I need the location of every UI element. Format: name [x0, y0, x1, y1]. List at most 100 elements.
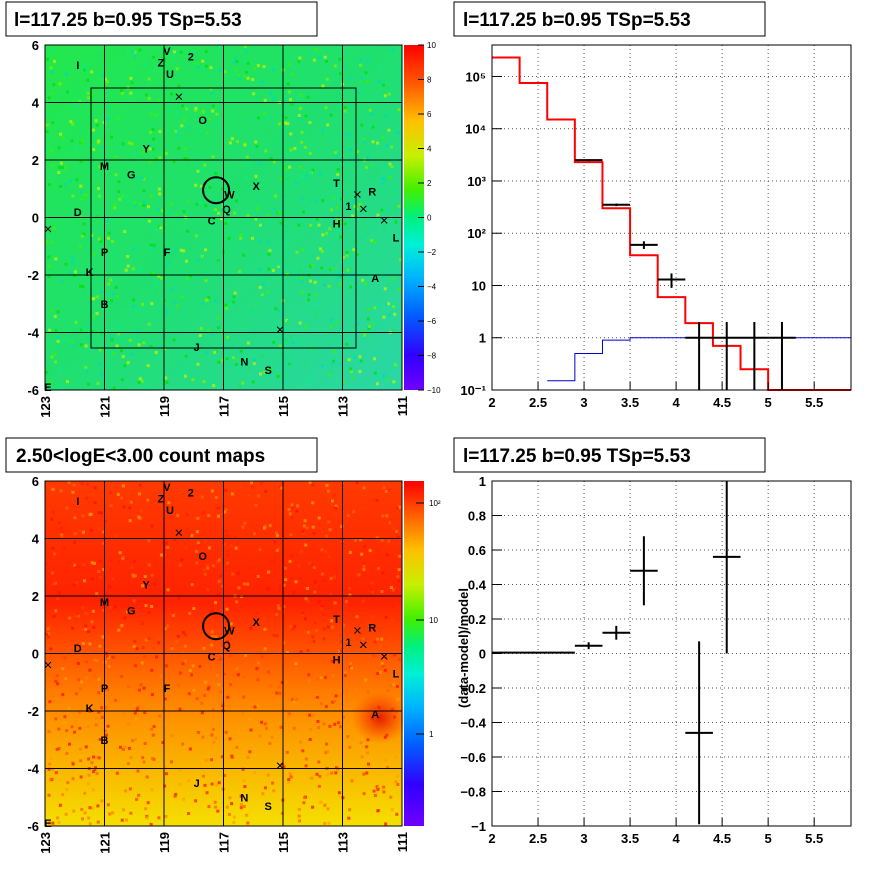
tl-map-pixel: [71, 261, 75, 265]
tl-map-pixel: [96, 53, 99, 57]
tl-map-pixel: [238, 76, 242, 80]
tl-map-pixel: [348, 267, 352, 271]
bl-map-pixel: [290, 698, 294, 701]
tl-map-pixel: [284, 116, 288, 120]
bl-map-pixel: [292, 726, 296, 730]
tl-x-tick-label: 119: [157, 396, 172, 417]
bl-map-pixel: [277, 685, 281, 689]
tl-map-pixel: [366, 317, 370, 321]
tl-map-pixel: [170, 211, 174, 215]
bl-map-pixel: [56, 682, 60, 686]
bl-y-tick-label: -2: [27, 704, 39, 719]
tl-map-pixel: [317, 223, 321, 227]
tl-map-pixel: [336, 168, 340, 171]
tl-map-pixel: [169, 287, 173, 291]
bl-map-pixel: [83, 791, 87, 795]
tl-map-pixel: [393, 312, 397, 316]
residual-y-tick-label: 1: [479, 474, 486, 489]
tl-map-pixel: [114, 285, 118, 289]
tl-map-pixel: [381, 83, 385, 87]
tl-map-pixel: [298, 56, 302, 60]
bl-x-tick-label: 115: [276, 832, 291, 853]
tl-map-pixel: [225, 357, 229, 361]
tl-map-pixel: [131, 304, 135, 308]
bl-map-pixel: [73, 532, 77, 536]
tl-map-pixel: [306, 95, 310, 99]
tl-map-pixel: [198, 334, 202, 337]
residual-plot: 2 2.5 3 3.5 4 4.5 5 5.510.80.60.40.20−0.2−0.4−0…: [460, 474, 852, 846]
bl-map-pixel: [66, 781, 70, 785]
bl-map-pixel: [225, 805, 229, 809]
tl-map-pixel: [144, 80, 148, 84]
tl-source-I: I: [76, 60, 79, 72]
tl-map-pixel: [316, 256, 320, 260]
bl-map-pixel: [64, 812, 68, 816]
residual-y-tick-label: −0.4: [460, 716, 486, 731]
tl-x-tick-label: 123: [38, 396, 53, 418]
bl-map-pixel: [127, 685, 131, 688]
tl-map-pixel: [230, 233, 234, 237]
tl-map-pixel: [137, 381, 141, 384]
tl-map-pixel: [185, 157, 189, 161]
tl-map-pixel: [217, 260, 221, 264]
bl-map-pixel: [371, 615, 375, 618]
br-title: l=117.25 b=0.95 TSp=5.53: [463, 446, 691, 467]
bl-map-pixel: [210, 608, 214, 612]
tl-map-pixel: [258, 161, 262, 165]
tl-map-pixel: [109, 335, 113, 339]
bl-map-pixel: [284, 578, 288, 582]
bl-y-tick-label: 2: [32, 589, 39, 604]
tl-map-pixel: [128, 200, 132, 203]
tl-map-pixel: [133, 201, 137, 205]
tl-map-pixel: [92, 252, 96, 256]
bl-map-pixel: [367, 765, 371, 769]
bl-map-pixel: [200, 701, 204, 705]
bl-map-pixel: [224, 730, 228, 734]
tl-zscale-label: 10: [427, 41, 436, 50]
bl-map-pixel: [67, 481, 71, 484]
tl-map-pixel: [363, 330, 367, 334]
tl-map-pixel: [160, 276, 163, 280]
tl-map-pixel: [218, 68, 222, 72]
tl-map-pixel: [353, 326, 357, 330]
tl-map-pixel: [234, 363, 238, 366]
tl-map-pixel: [356, 150, 360, 153]
bl-map-pixel: [60, 531, 64, 535]
tl-map-pixel: [342, 187, 346, 190]
bl-map-pixel: [147, 563, 151, 567]
tl-source-Z: Z: [158, 57, 165, 69]
bl-map-pixel: [101, 635, 105, 639]
tl-map-pixel: [320, 250, 324, 253]
bl-map-pixel: [196, 516, 200, 520]
residual-x-tick-label: 2.5: [529, 831, 547, 846]
bl-x-tick-label: 117: [217, 832, 232, 853]
bl-map-pixel: [226, 640, 230, 644]
bl-map-pixel: [314, 629, 318, 632]
bl-map-pixel: [230, 747, 234, 751]
tl-x-tick-label: 115: [276, 396, 291, 417]
tl-source-O: O: [198, 115, 207, 127]
bl-map-pixel: [383, 636, 386, 640]
bl-map-pixel: [61, 667, 65, 670]
bl-zscale-label: 10: [429, 616, 438, 625]
tl-map-pixel: [251, 107, 255, 111]
tl-map-pixel: [246, 161, 250, 165]
tl-map-pixel: [71, 299, 75, 303]
tl-map-pixel: [86, 91, 90, 95]
bl-map-pixel: [236, 571, 240, 575]
tl-x-tick-label: 121: [98, 396, 113, 418]
bl-map-pixel: [226, 695, 230, 699]
bl-map-pixel: [275, 534, 279, 538]
tl-map-pixel: [137, 175, 141, 178]
tl-map-pixel: [133, 204, 137, 208]
spectrum-y-tick-label: 1: [479, 331, 486, 346]
bl-map-pixel: [80, 807, 84, 811]
tl-map-pixel: [182, 118, 186, 122]
tl-map-pixel: [153, 281, 157, 284]
tl-map-pixel: [57, 171, 61, 174]
bl-map-pixel: [115, 771, 119, 775]
bl-map-pixel: [72, 809, 76, 813]
bl-map-pixel: [46, 635, 50, 639]
bl-map-pixel: [102, 530, 106, 534]
tl-map-pixel: [224, 303, 228, 307]
